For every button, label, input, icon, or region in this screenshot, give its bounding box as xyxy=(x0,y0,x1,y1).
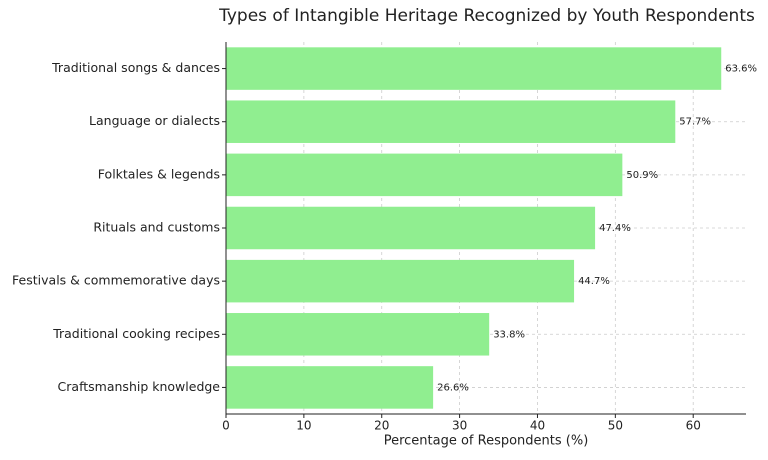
data-label: 63.6% xyxy=(725,64,757,75)
y-tick-label: Festivals & commemorative days xyxy=(12,273,220,288)
y-tick-label: Craftsmanship knowledge xyxy=(58,379,221,394)
data-label: 47.4% xyxy=(599,223,631,234)
x-tick-label: 40 xyxy=(530,419,545,433)
chart-title: Types of Intangible Heritage Recognized … xyxy=(218,6,755,26)
data-label: 26.6% xyxy=(437,382,469,393)
bar xyxy=(226,366,434,409)
x-tick-label: 10 xyxy=(296,419,311,433)
x-tick-label: 60 xyxy=(686,419,701,433)
bar xyxy=(226,100,676,143)
data-label: 33.8% xyxy=(493,329,525,340)
y-tick-label: Rituals and customs xyxy=(93,220,220,235)
data-label: 57.7% xyxy=(679,117,711,128)
data-label: 50.9% xyxy=(626,170,658,181)
y-tick-label: Language or dialects xyxy=(89,113,220,128)
x-tick-label: 0 xyxy=(222,419,230,433)
y-tick-label: Traditional songs & dances xyxy=(51,60,220,75)
x-tick-label: 50 xyxy=(608,419,623,433)
bar xyxy=(226,313,490,356)
data-label: 44.7% xyxy=(578,276,610,287)
x-axis-label: Percentage of Respondents (%) xyxy=(384,434,589,449)
bar xyxy=(226,47,722,90)
y-tick-label: Traditional cooking recipes xyxy=(52,326,220,341)
x-tick-label: 30 xyxy=(452,419,467,433)
bar xyxy=(226,259,575,303)
x-tick-label: 20 xyxy=(374,419,389,433)
y-tick-label: Folktales & legends xyxy=(98,166,220,181)
bar xyxy=(226,206,596,250)
bar xyxy=(226,153,623,197)
